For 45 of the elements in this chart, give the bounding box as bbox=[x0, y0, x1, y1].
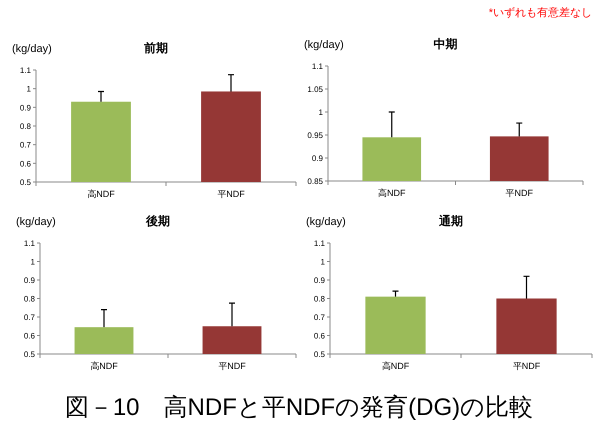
text: *いずれも有意差なし bbox=[488, 6, 592, 19]
y-tick-label: 1 bbox=[320, 258, 326, 266]
y-axis-title: (kg/day) bbox=[304, 39, 344, 51]
y-tick-label: 0.5 bbox=[20, 178, 32, 187]
y-tick-label: 0.6 bbox=[20, 159, 32, 168]
chart-title: 前期 bbox=[143, 41, 168, 55]
x-tick-label: 高NDF bbox=[87, 189, 116, 199]
y-tick-label: 1.05 bbox=[307, 85, 324, 94]
y-tick-label: 1.1 bbox=[312, 62, 324, 71]
y-tick-label: 0.8 bbox=[314, 294, 326, 304]
y-tick-label: 1.1 bbox=[20, 66, 32, 75]
chart-title: 通期 bbox=[438, 214, 463, 228]
y-tick-label: 0.7 bbox=[20, 140, 32, 150]
y-tick-label: 0.6 bbox=[24, 332, 36, 340]
y-tick-label: 0.6 bbox=[314, 332, 326, 340]
x-tick-label: 平NDF bbox=[217, 189, 246, 199]
y-tick-label: 1.1 bbox=[24, 239, 36, 248]
y-tick-label: 0.9 bbox=[312, 154, 324, 163]
x-tick-label: 平NDF bbox=[218, 361, 246, 371]
y-tick-label: 1 bbox=[26, 84, 32, 94]
y-axis-title: (kg/day) bbox=[16, 216, 56, 228]
y-tick-label: 1 bbox=[318, 108, 324, 117]
y-tick-label: 0.9 bbox=[314, 276, 326, 285]
y-tick-label: 0.5 bbox=[24, 350, 36, 359]
y-tick-label: 0.8 bbox=[20, 122, 32, 131]
y-axis-title: (kg/day) bbox=[306, 216, 346, 228]
chart-title: 後期 bbox=[145, 214, 170, 228]
y-tick-label: 0.9 bbox=[20, 103, 32, 112]
x-tick-label: 高NDF bbox=[90, 361, 118, 371]
y-tick-label: 1 bbox=[30, 258, 36, 266]
x-tick-label: 高NDF bbox=[382, 361, 410, 371]
x-tick-label: 平NDF bbox=[506, 188, 534, 198]
x-tick-label: 平NDF bbox=[512, 361, 541, 371]
y-tick-label: 0.8 bbox=[24, 294, 36, 304]
y-tick-label: 1.1 bbox=[314, 239, 326, 248]
y-tick-label: 0.7 bbox=[24, 313, 36, 322]
y-tick-label: 0.7 bbox=[314, 313, 326, 322]
text: 図－10 高NDFと平NDFの発育(DG)の比較 bbox=[64, 394, 534, 421]
y-tick-label: 0.85 bbox=[307, 177, 324, 186]
y-tick-label: 0.95 bbox=[307, 131, 324, 140]
x-tick-label: 高NDF bbox=[378, 188, 406, 198]
y-axis-title: (kg/day) bbox=[12, 43, 52, 55]
y-tick-label: 0.9 bbox=[24, 276, 36, 285]
chart-title: 中期 bbox=[434, 37, 458, 51]
y-tick-label: 0.5 bbox=[314, 350, 326, 359]
